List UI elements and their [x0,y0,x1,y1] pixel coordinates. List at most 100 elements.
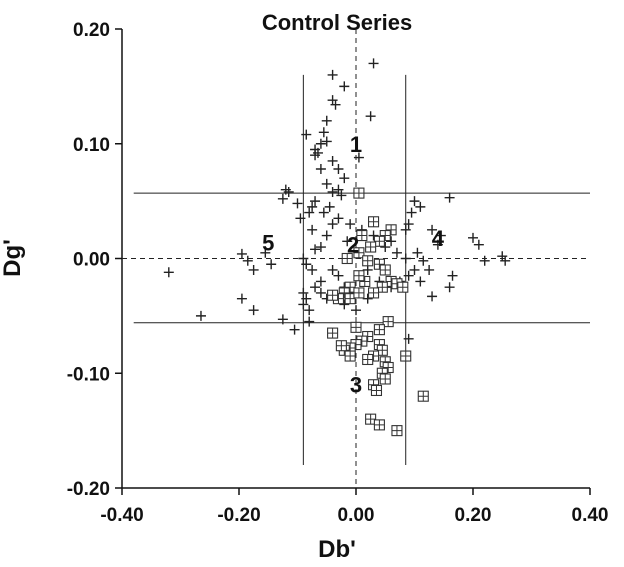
boxed-plus-point [382,361,394,374]
boxed-plus-point [376,344,388,356]
plus-point [327,69,338,80]
plus-point [444,282,455,293]
plus-point [236,293,247,304]
plus-point [324,201,335,212]
boxed-plus-point [341,252,353,265]
plus-point [412,247,423,258]
plus-point [351,305,361,316]
plus-point [403,333,414,344]
plus-point [301,129,312,140]
plus-point [473,239,484,250]
boxed-plus-point [338,287,350,299]
boxed-plus-point [391,278,403,290]
plus-point [391,247,402,258]
plus-point [342,236,353,247]
boxed-plus-point [350,321,362,333]
boxed-plus-point [400,350,412,362]
plus-point [315,163,326,174]
boxed-plus-point [385,224,397,236]
plus-point [163,267,174,278]
x-axis-ticks: -0.40 -0.20 0.00 0.20 0.40 [100,488,608,526]
plus-point [432,239,443,250]
plus-point [310,244,321,255]
chart-title: Control Series [262,10,412,35]
boxed-plus-point [376,281,388,293]
region-label-3: 3 [350,373,362,398]
boxed-plus-point [367,216,380,228]
y-tick-label: 0.20 [73,20,110,41]
plus-point [447,270,458,281]
x-axis-title: Db' [318,536,356,563]
region-label-4: 4 [432,226,445,251]
plus-point [321,230,332,241]
plus-point [427,224,438,235]
plus-point [479,255,490,266]
plus-point [327,155,338,166]
plus-point [236,248,247,259]
plus-point [418,255,429,266]
plus-point [321,136,332,147]
plus-point [242,255,253,266]
boxed-plus-point [382,316,394,328]
plus-point [307,201,318,212]
boxed-plus-point [353,270,365,282]
boxed-plus-point [365,241,377,253]
x-tick-label: 0.40 [572,505,609,526]
plus-point [406,207,417,218]
boxed-plus-point [344,281,356,293]
boxed-plus-point [365,413,377,425]
y-axis-ticks: 0.20 0.10 0.00 -0.10 -0.20 [67,20,122,500]
boxed-plus-point [327,327,339,339]
plus-point [380,242,391,253]
plus-point [248,264,259,275]
plus-point [289,324,300,335]
boxed-plus-point [335,340,347,352]
plus-point [301,293,312,304]
boxed-plus-point [397,281,409,293]
boxed-plus-point [373,235,385,247]
plus-point [283,186,294,197]
plus-point [298,287,309,298]
reference-lines [122,29,590,488]
boxed-plus-point [344,350,356,362]
plus-point [315,276,326,287]
plus-point [362,264,373,275]
plus-point [333,184,344,195]
x-tick-label: -0.40 [100,505,143,526]
plus-point [315,242,326,253]
plus-point [333,213,344,224]
plus-point [292,198,303,209]
plus-point [345,219,356,230]
plus-point [339,173,350,184]
plus-point [368,58,379,69]
plus-point [321,178,332,189]
plus-point [368,230,379,241]
x-tick-label: -0.20 [217,505,260,526]
plus-point [327,219,338,230]
boxed-plus-point [353,187,365,199]
data-points [163,58,511,437]
boxed-plus-point [370,384,383,397]
plus-point [365,111,376,122]
boxed-plus-point [362,353,374,366]
plus-point [415,201,426,212]
region-label-1: 1 [350,132,362,157]
plus-point [339,81,350,92]
plus-point [468,232,478,243]
boxed-plus-point [367,287,380,299]
region-label-2: 2 [347,233,359,258]
boxed-plus-point [356,230,368,242]
plus-point [339,299,350,310]
plus-point [310,150,321,161]
plus-point [333,163,344,174]
plus-point [427,291,438,302]
plus-point [307,264,318,275]
plus-point [298,299,309,310]
plus-point [310,282,321,293]
plus-point [260,247,271,258]
plus-point [500,255,511,266]
boxed-plus-point [344,293,356,305]
plus-point [409,196,420,207]
plus-point [301,259,312,270]
